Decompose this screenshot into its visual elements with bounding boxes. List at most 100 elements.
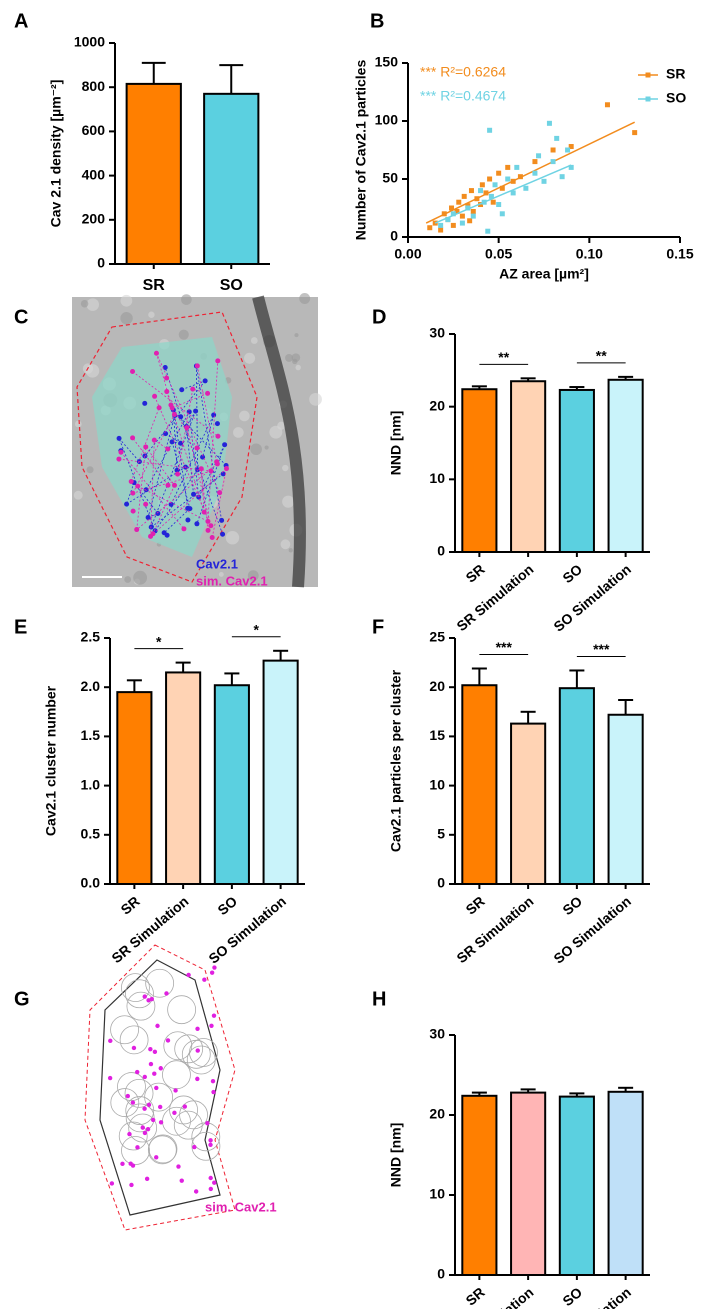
scatter-point <box>470 213 476 219</box>
scatter-point <box>483 190 489 196</box>
particle <box>158 1120 164 1125</box>
scatter-point <box>490 199 496 205</box>
particle <box>211 1089 216 1095</box>
texture <box>133 570 148 585</box>
scatter-point <box>541 178 547 184</box>
y-tick-label: 800 <box>82 78 106 94</box>
y-tick-label: 100 <box>375 112 399 128</box>
particle <box>152 1071 157 1076</box>
y-tick-label: 0.5 <box>81 826 101 842</box>
panel-letter: H <box>372 988 386 1010</box>
scatter-point <box>456 199 462 205</box>
y-tick-label: 30 <box>429 1026 445 1042</box>
cluster-circle <box>162 1106 191 1136</box>
texture <box>86 466 94 474</box>
particle <box>155 1023 160 1029</box>
particle <box>148 1047 153 1052</box>
texture <box>218 571 224 577</box>
particle <box>142 1106 147 1111</box>
az-contour <box>99 959 221 1216</box>
scatter-point <box>496 202 502 208</box>
panel-letter: D <box>372 306 386 328</box>
scatter-point <box>536 153 542 159</box>
nnd-link <box>130 407 160 482</box>
texture <box>264 445 269 450</box>
particle <box>211 1013 217 1018</box>
nnd-link <box>195 365 198 470</box>
legend-label: SO <box>666 90 686 106</box>
scatter-point <box>604 102 610 108</box>
bar <box>607 378 644 553</box>
y-tick-label: 20 <box>429 397 445 413</box>
scatter-point <box>467 218 473 224</box>
particle <box>205 1121 210 1126</box>
nnd-link <box>118 458 212 472</box>
nnd-link <box>207 360 219 522</box>
texture <box>74 420 82 428</box>
particle <box>162 364 168 370</box>
significance-label: ** <box>596 348 607 364</box>
particle <box>154 1155 159 1160</box>
particle <box>179 1178 184 1183</box>
cluster-circle <box>121 1136 150 1165</box>
particle <box>209 1023 214 1028</box>
image-label: Cav2.1 <box>196 556 238 571</box>
legend-marker <box>645 72 651 78</box>
nnd-link <box>152 485 175 534</box>
particle <box>142 994 147 999</box>
particle <box>195 1026 200 1032</box>
bar <box>165 671 202 885</box>
particle <box>208 1142 213 1148</box>
panel-letter: C <box>14 306 28 328</box>
scatter-point <box>459 213 465 219</box>
particle <box>165 1038 171 1043</box>
az-outline <box>84 944 236 1231</box>
y-tick-label: 50 <box>382 170 398 186</box>
nnd-link <box>170 404 198 449</box>
nnd-link <box>202 414 215 458</box>
bar <box>213 684 250 885</box>
bar <box>558 687 595 886</box>
particle <box>145 1127 151 1132</box>
particle <box>154 1085 159 1091</box>
x-tick-label: 0.05 <box>485 246 512 262</box>
panel-letter: B <box>370 10 384 32</box>
particle <box>195 1048 200 1053</box>
y-tick-label: 150 <box>375 54 399 70</box>
bar <box>607 1090 644 1277</box>
texture <box>250 443 262 456</box>
particle <box>164 375 170 381</box>
nnd-link <box>186 410 196 427</box>
y-tick-label: 5 <box>437 826 445 842</box>
texture <box>148 311 155 318</box>
particle <box>125 1093 131 1099</box>
particle <box>215 433 221 439</box>
particle <box>108 1038 113 1044</box>
nnd-link <box>200 468 205 513</box>
particle <box>142 1130 148 1136</box>
cluster-circle <box>145 968 175 998</box>
texture <box>120 312 133 325</box>
x-tick-label: SO <box>559 561 585 586</box>
texture <box>282 495 295 508</box>
bar <box>262 659 299 886</box>
particle <box>142 1074 147 1080</box>
texture <box>80 299 89 308</box>
nnd-link <box>164 367 182 417</box>
particle <box>186 972 191 978</box>
y-axis-label: NND [nm] <box>388 411 404 476</box>
particle <box>175 471 181 477</box>
particle <box>185 517 191 523</box>
y-tick-label: 30 <box>429 325 445 341</box>
particle <box>208 1186 214 1192</box>
scatter-point <box>505 176 511 182</box>
x-tick-label: 0.00 <box>394 246 421 262</box>
nnd-link <box>186 427 212 526</box>
x-tick-label: SR <box>143 277 166 294</box>
texture <box>120 294 133 307</box>
texture <box>277 421 286 430</box>
texture <box>309 392 322 406</box>
scatter-point <box>568 144 574 150</box>
particle <box>164 991 169 996</box>
particle <box>212 1180 217 1185</box>
